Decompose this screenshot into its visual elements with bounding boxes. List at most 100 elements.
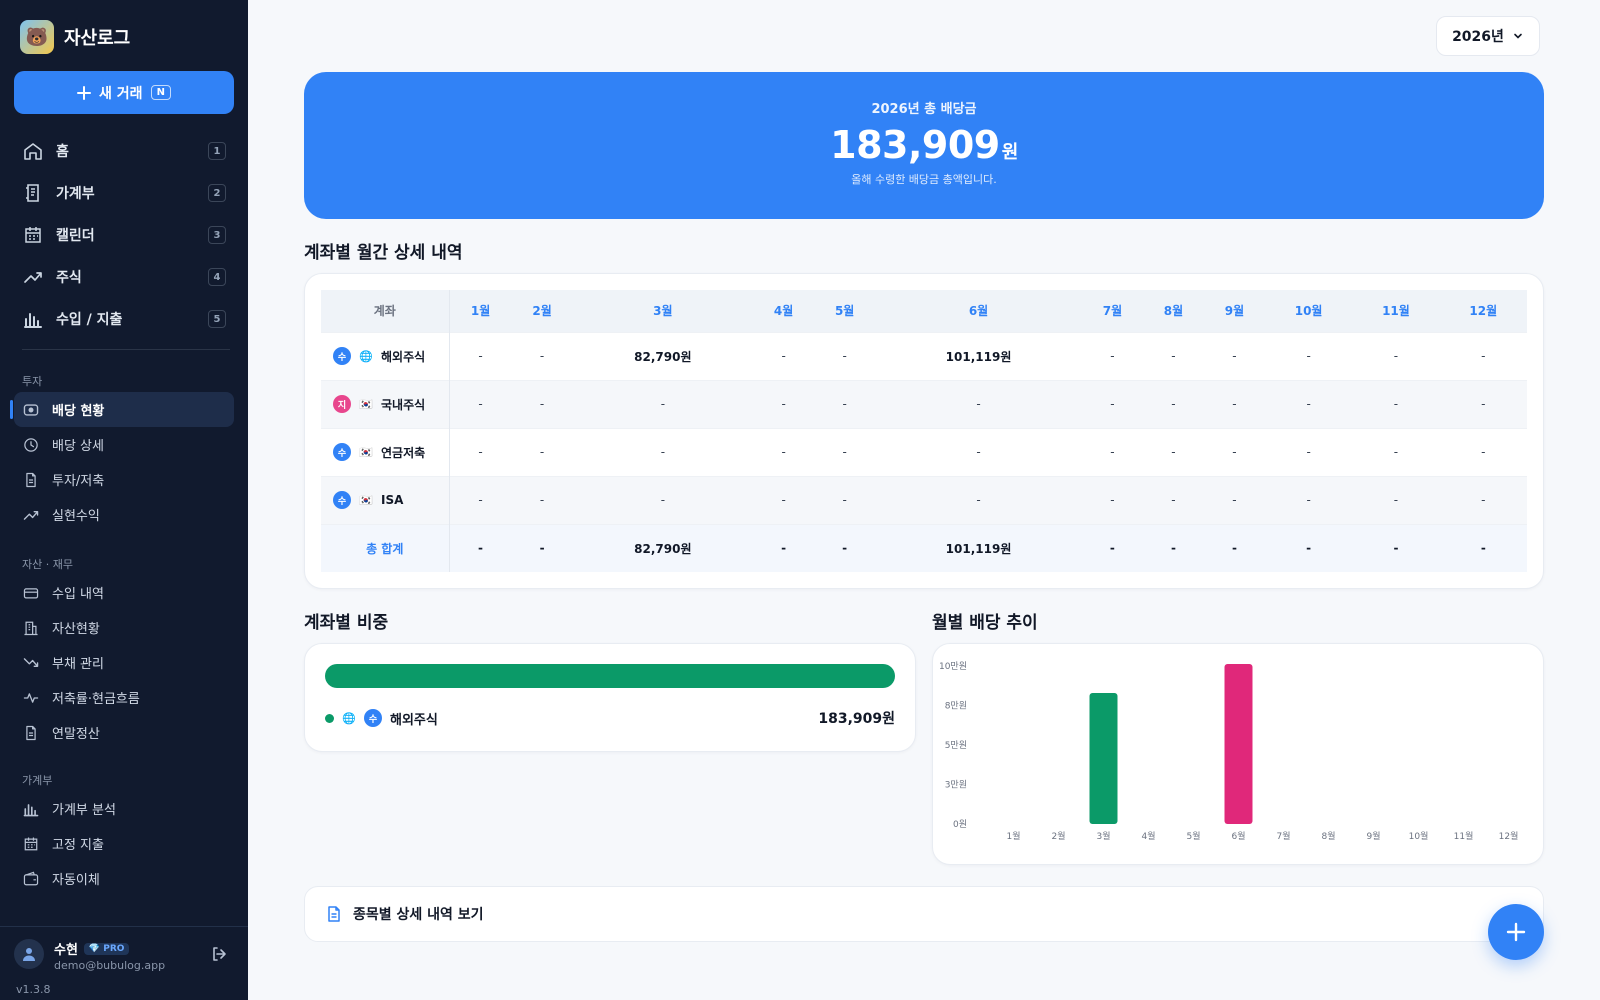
avatar[interactable] xyxy=(14,939,44,969)
sidebar-item[interactable]: 자산현황 xyxy=(14,610,234,645)
chart-bar[interactable] xyxy=(1089,693,1118,824)
month-value-cell: - xyxy=(1081,475,1143,524)
sidebar-item-label: 배당 상세 xyxy=(52,439,104,454)
sidebar-item-label: 투자/저축 xyxy=(52,474,105,489)
x-tick-label: 7월 xyxy=(1276,830,1290,842)
nav-item-icon xyxy=(22,182,44,204)
dividend-icon xyxy=(23,403,39,416)
account-cell: 수 🇰🇷 연금저축 xyxy=(321,427,450,476)
nav-item[interactable]: 주식 4 xyxy=(14,256,234,298)
sidebar-item-icon xyxy=(22,471,40,489)
month-value-cell: - xyxy=(1352,379,1440,428)
nav-item[interactable]: 캘린더 3 xyxy=(14,214,234,256)
home-icon xyxy=(24,143,42,160)
sidebar-item[interactable]: 부채 관리 xyxy=(14,645,234,680)
month-value-cell: - xyxy=(511,379,573,428)
sidebar: 🐻 자산로그 새 거래 N 홈 1 가계부 2 캘린더 3 주식 4 수입 / … xyxy=(0,0,248,1000)
brand[interactable]: 🐻 자산로그 xyxy=(20,20,130,54)
sidebar-item-label: 가계부 분석 xyxy=(52,803,116,818)
total-value-cell: - xyxy=(753,523,815,572)
month-value-cell: - xyxy=(1352,475,1440,524)
total-dividend-banner: 2026년 총 배당금 183,909 원 올해 수령한 배당금 총액입니다. xyxy=(304,72,1544,219)
sidebar-item[interactable]: 고정 지출 xyxy=(14,826,234,861)
sidebar-item-icon xyxy=(22,800,40,818)
month-value-cell: - xyxy=(1142,427,1204,476)
sidebar-item[interactable]: 실현수익 xyxy=(14,497,234,532)
month-value-cell: - xyxy=(1203,331,1265,380)
total-value-cell: - xyxy=(1439,523,1527,572)
user-name: 수현 xyxy=(54,943,78,958)
month-value-cell: - xyxy=(814,331,876,380)
chart-bar[interactable] xyxy=(1224,664,1253,824)
new-transaction-button[interactable]: 새 거래 N xyxy=(14,71,234,114)
x-tick-label: 2월 xyxy=(1051,830,1065,842)
plan-badge: 💎 PRO xyxy=(83,942,130,955)
sidebar-item[interactable]: 수입 내역 xyxy=(14,575,234,610)
account-cell: 지 🇰🇷 국내주식 xyxy=(321,379,450,428)
nav-item-label: 주식 xyxy=(56,270,82,286)
month-column-header: 10월 xyxy=(1264,290,1353,332)
shortcut-key: 2 xyxy=(208,184,226,202)
year-select[interactable]: 2026년 xyxy=(1436,16,1540,56)
card-icon xyxy=(23,587,39,599)
account-badge: 지 xyxy=(333,395,351,413)
nav-item-icon xyxy=(22,308,44,330)
month-value-cell: - xyxy=(1264,331,1353,380)
month-value-cell: - xyxy=(753,427,815,476)
sidebar-item-label: 실현수익 xyxy=(52,509,100,524)
month-value-cell: - xyxy=(814,379,876,428)
nav-item[interactable]: 홈 1 xyxy=(14,130,234,172)
table-row: 수 🇰🇷 연금저축 ------------ xyxy=(321,427,1527,476)
month-value-cell: - xyxy=(1439,379,1527,428)
building-icon xyxy=(24,621,38,635)
sidebar-item[interactable]: 연말정산 xyxy=(14,715,234,750)
month-value-cell: - xyxy=(875,475,1082,524)
wallet-icon xyxy=(23,871,39,885)
sidebar-item[interactable]: 투자/저축 xyxy=(14,462,234,497)
app-version: v1.3.8 xyxy=(16,983,51,996)
pulse-icon xyxy=(23,692,39,703)
holdings-detail-link[interactable]: 종목별 상세 내역 보기 xyxy=(304,886,1544,942)
user-email: demo@bubulog.app xyxy=(54,959,166,972)
month-column-header: 12월 xyxy=(1439,290,1527,332)
x-tick-label: 1월 xyxy=(1006,830,1020,842)
y-tick-label: 0원 xyxy=(953,819,967,830)
ledger-icon xyxy=(26,184,39,202)
table-row: 수 🇰🇷 ISA ------------ xyxy=(321,475,1527,524)
month-column-header: 11월 xyxy=(1352,290,1440,332)
trending-down-icon xyxy=(23,657,39,667)
add-fab-button[interactable] xyxy=(1488,904,1544,960)
account-cell: 수 🇰🇷 ISA xyxy=(321,475,450,524)
sidebar-item[interactable]: 가계부 분석 xyxy=(14,791,234,826)
x-tick-label: 9월 xyxy=(1366,830,1380,842)
nav-item[interactable]: 가계부 2 xyxy=(14,172,234,214)
logout-icon[interactable] xyxy=(210,945,228,963)
month-value-cell: - xyxy=(1142,475,1204,524)
month-column-header: 6월 xyxy=(875,290,1082,332)
y-tick-label: 3만원 xyxy=(945,779,967,790)
total-value-cell: - xyxy=(814,523,876,572)
total-dividend-amount: 183,909 원 xyxy=(830,123,1018,167)
sidebar-item[interactable]: 배당 상세 xyxy=(14,427,234,462)
month-column-header: 8월 xyxy=(1142,290,1204,332)
share-bar xyxy=(325,664,895,688)
sidebar-item[interactable]: 배당 현황 xyxy=(10,392,234,427)
month-value-cell: - xyxy=(1203,379,1265,428)
month-value-cell: - xyxy=(1081,427,1143,476)
total-value-cell: - xyxy=(1203,523,1265,572)
month-value-cell: - xyxy=(449,379,512,428)
sidebar-item-icon xyxy=(22,689,40,707)
nav-item[interactable]: 수입 / 지출 5 xyxy=(14,298,234,340)
app-name: 자산로그 xyxy=(64,28,131,49)
sidebar-item[interactable]: 자동이체 xyxy=(14,861,234,896)
korea-flag-icon: 🇰🇷 xyxy=(359,397,373,411)
sidebar-item[interactable]: 저축률·현금흐름 xyxy=(14,680,234,715)
bar-chart-icon xyxy=(23,803,39,816)
main-nav: 홈 1 가계부 2 캘린더 3 주식 4 수입 / 지출 5 xyxy=(14,130,234,340)
share-account-amount: 183,909원 xyxy=(818,711,895,727)
month-value-cell: - xyxy=(449,475,512,524)
sidebar-item-label: 수입 내역 xyxy=(52,587,104,602)
monthly-table-card: 계좌 1월 2월 3월 4월 5월 6월 7월 8월 9월 10월 11월 12월 수 🌐 해외주식 -… xyxy=(304,273,1544,589)
year-select-value: 2026년 xyxy=(1452,29,1504,45)
total-value-cell: - xyxy=(1081,523,1143,572)
